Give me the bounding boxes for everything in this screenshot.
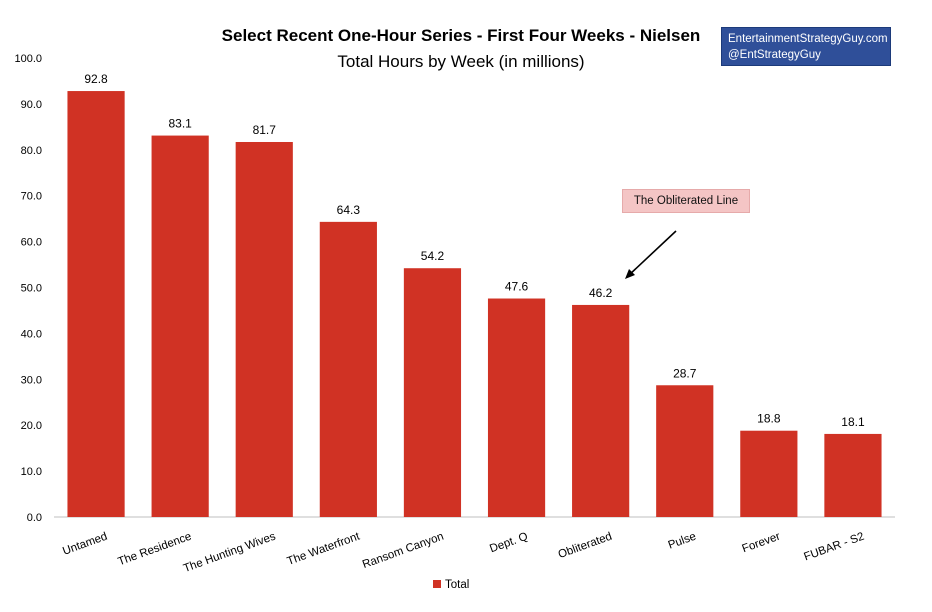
bar (740, 430, 798, 517)
annotation-arrowhead (625, 269, 635, 279)
x-tick-label: Forever (741, 530, 782, 555)
y-tick-label: 100.0 (14, 53, 42, 65)
y-tick-label: 20.0 (21, 420, 42, 432)
bar (656, 385, 714, 517)
x-tick-label: Dept. Q (488, 531, 529, 556)
bars: 92.8 83.1 81.7 64.3 54.2 47.6 46.2 28.7 18.8 18.1 (67, 72, 882, 518)
bar (572, 304, 630, 517)
data-label: 18.1 (841, 415, 865, 429)
y-tick-label: 80.0 (21, 145, 42, 157)
x-tick-label: Obliterated (557, 531, 614, 562)
y-tick-label: 60.0 (21, 237, 42, 249)
credit-website: EntertainmentStrategyGuy.com (728, 33, 888, 45)
credit-box: EntertainmentStrategyGuy.com @EntStrateg… (721, 27, 891, 66)
legend: Total (433, 579, 469, 591)
annotation-callout: The Obliterated Line (622, 189, 750, 213)
x-tick-label: The Hunting Wives (182, 530, 278, 575)
y-tick-label: 0.0 (27, 512, 42, 524)
y-tick-label: 70.0 (21, 191, 42, 203)
chart-title: Select Recent One-Hour Series - First Fo… (222, 26, 701, 45)
bar (151, 135, 209, 518)
credit-handle: @EntStrategyGuy (728, 49, 821, 61)
bar (235, 141, 293, 517)
y-tick-label: 50.0 (21, 283, 42, 295)
data-label: 46.2 (589, 286, 613, 300)
data-label: 54.2 (421, 249, 445, 263)
bar (67, 91, 125, 517)
x-tick-label: Untamed (61, 531, 109, 558)
chart-subtitle: Total Hours by Week (in millions) (337, 52, 584, 71)
x-tick-label: Pulse (667, 531, 698, 552)
y-tick-label: 90.0 (21, 99, 42, 111)
bar (487, 298, 546, 517)
bar (319, 221, 377, 517)
bar (824, 433, 882, 517)
y-tick-label: 40.0 (21, 328, 42, 340)
data-label: 28.7 (673, 366, 697, 380)
data-label: 83.1 (168, 117, 192, 131)
y-tick-label: 10.0 (21, 466, 42, 478)
y-axis: 0.0 10.0 20.0 30.0 40.0 50.0 60.0 70.0 80.0 90.0 1… (14, 53, 42, 524)
x-tick-label: Ransom Canyon (361, 531, 446, 572)
data-label: 64.3 (337, 203, 361, 217)
y-tick-label: 30.0 (21, 374, 42, 386)
legend-swatch (433, 580, 441, 588)
data-label: 47.6 (505, 280, 529, 294)
annotation-arrow-line (627, 230, 677, 277)
data-label: 18.8 (757, 412, 781, 426)
x-tick-label: The Waterfront (286, 530, 363, 568)
data-label: 92.8 (84, 72, 108, 86)
bar (403, 268, 462, 517)
data-label: 81.7 (253, 123, 277, 137)
x-tick-label: FUBAR - S2 (802, 531, 866, 564)
x-tick-label: The Residence (116, 531, 193, 569)
legend-label: Total (445, 579, 469, 591)
